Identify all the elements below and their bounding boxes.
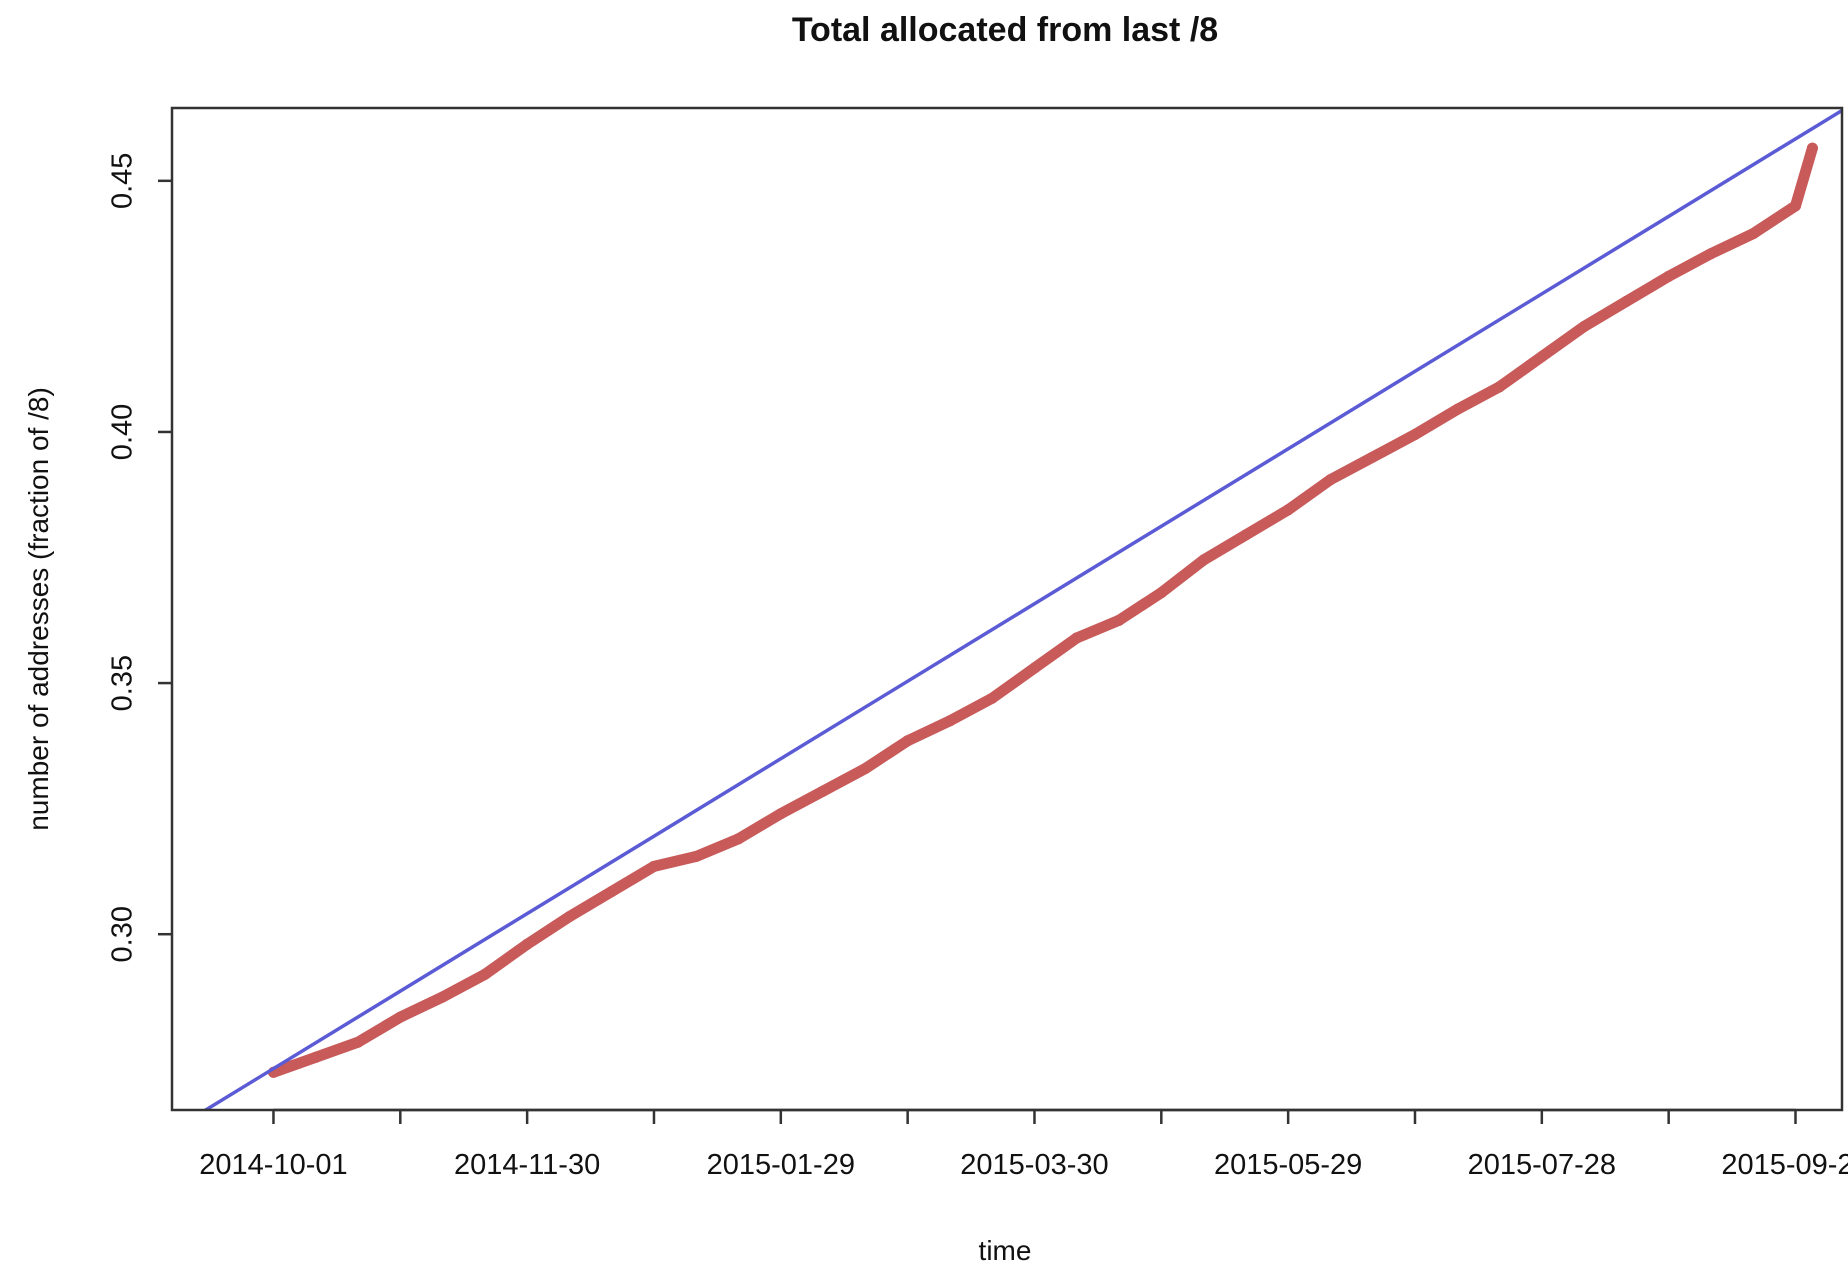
fit-line [202, 108, 1842, 1110]
y-tick-label: 0.30 [107, 906, 139, 962]
observed-point [1029, 662, 1040, 674]
observed-point [437, 991, 449, 1003]
observed-point [1071, 632, 1083, 644]
observed-point [521, 938, 533, 950]
observed-point [1367, 451, 1379, 463]
observed-point [1806, 142, 1818, 154]
chart-title: Total allocated from last /8 [792, 11, 1218, 49]
observed-point [1578, 321, 1590, 332]
observed-point [310, 1051, 322, 1063]
observed-point [1790, 200, 1801, 212]
observed-series-line [268, 142, 1818, 1078]
observed-point [606, 886, 618, 897]
observed-point [1240, 529, 1252, 541]
x-tick-label: 2015-09-26 [1721, 1149, 1848, 1181]
observed-point [352, 1036, 364, 1048]
y-tick-label: 0.35 [107, 655, 139, 711]
observed-point [859, 763, 871, 774]
y-tick-label: 0.40 [107, 404, 139, 460]
observed-point [733, 833, 744, 845]
observed-point [479, 968, 491, 980]
observed-point [1663, 270, 1675, 282]
observed-point [1409, 429, 1421, 440]
x-tick-label: 2014-11-30 [454, 1149, 600, 1181]
observed-point [944, 715, 956, 727]
x-axis: 2014-10-01 2014-11-30 2015-01-29 2015-03-30… [199, 1108, 1848, 1181]
observed-point [1282, 504, 1294, 516]
observed-point [817, 785, 829, 797]
series-layer [202, 108, 1842, 1110]
observed-point [775, 808, 787, 820]
y-tick-label: 0.45 [107, 153, 139, 209]
plot-frame [170, 106, 1844, 1112]
x-tick-label: 2015-05-29 [1214, 1149, 1362, 1181]
x-tick-label: 2014-10-01 [199, 1149, 347, 1181]
observed-point [902, 735, 914, 747]
observed-point [1324, 474, 1336, 486]
observed-point [1198, 554, 1210, 566]
observed-point [690, 850, 702, 862]
x-tick-label: 2015-01-29 [707, 1149, 855, 1181]
observed-point [563, 911, 575, 923]
observed-point [986, 692, 998, 704]
x-axis-title: time [979, 1235, 1032, 1265]
observed-point [1113, 614, 1125, 626]
observed-point [1705, 248, 1717, 260]
observed-point [1620, 295, 1632, 307]
observed-point [1155, 587, 1167, 599]
observed-point [1536, 351, 1548, 363]
observed-point [1747, 228, 1759, 240]
observed-point [648, 860, 660, 872]
observed-point [1494, 381, 1505, 393]
observed-point [394, 1011, 406, 1023]
y-axis-title: number of addresses (fraction of /8) [23, 387, 54, 831]
observed-point [1451, 403, 1463, 415]
x-tick-label: 2015-07-28 [1468, 1149, 1616, 1181]
x-tick-label: 2015-03-30 [960, 1149, 1108, 1181]
y-axis: 0.30 0.35 0.40 0.45 [107, 153, 172, 962]
